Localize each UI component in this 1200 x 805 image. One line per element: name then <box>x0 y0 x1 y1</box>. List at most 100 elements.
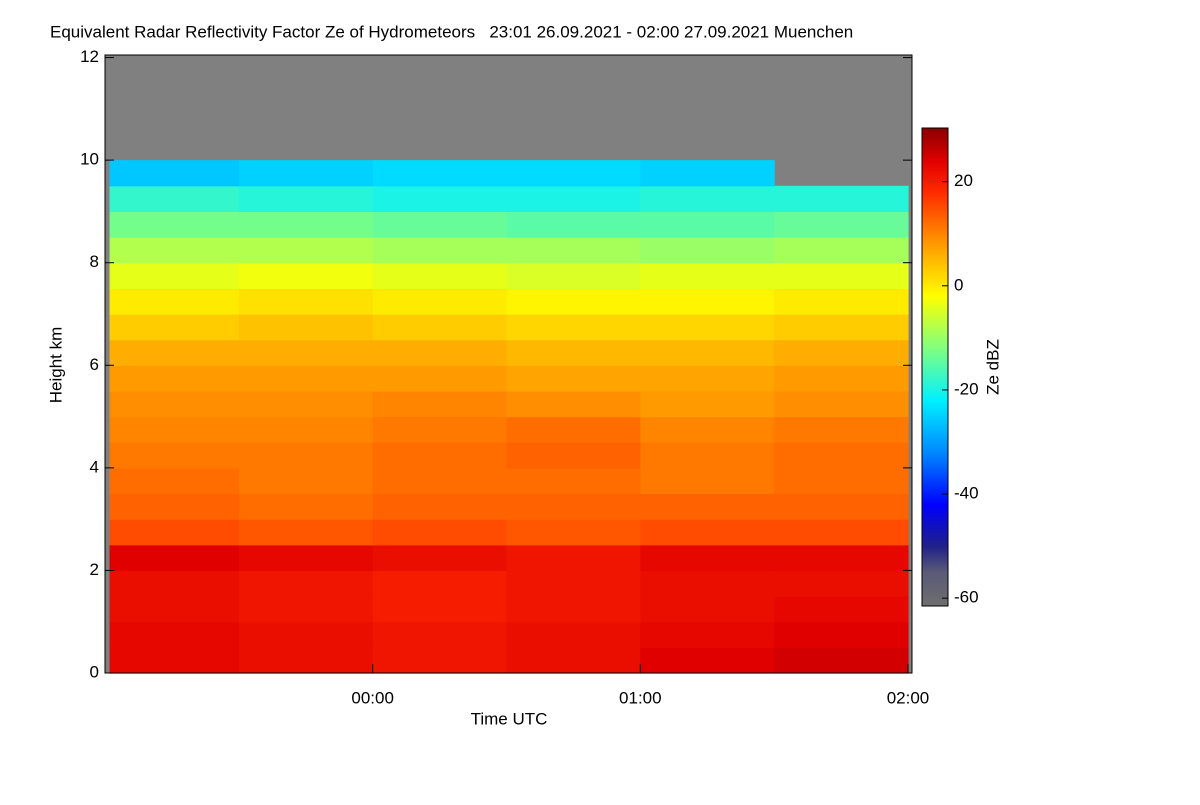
plot-frame <box>104 54 913 674</box>
heatmap-cell <box>640 621 775 648</box>
heatmap-cell <box>640 390 775 418</box>
heatmap-cell <box>506 185 641 213</box>
heatmap-cell <box>109 570 240 597</box>
chart-title: Equivalent Radar Reflectivity Factor Ze … <box>50 22 853 41</box>
heatmap-cell <box>238 390 374 418</box>
heatmap-cell <box>238 313 374 341</box>
heatmap-cell <box>640 596 775 623</box>
heatmap-cell <box>238 621 374 648</box>
y-tick-label: 12 <box>80 47 99 66</box>
heatmap-cell <box>640 365 775 392</box>
heatmap-cell <box>238 493 374 520</box>
heatmap-cell <box>506 570 641 597</box>
heatmap-cell <box>774 416 909 443</box>
heatmap-cell <box>109 519 240 546</box>
y-tick-label: 10 <box>80 150 99 169</box>
heatmap-cell <box>238 416 374 443</box>
y-tick-label: 4 <box>90 457 99 476</box>
heatmap-cell <box>506 416 641 443</box>
heatmap-cell <box>238 185 374 213</box>
heatmap-cell <box>109 365 240 392</box>
heatmap-cell <box>506 519 641 546</box>
heatmap-cell <box>372 442 508 469</box>
heatmap-cell <box>109 237 240 264</box>
heatmap-cell <box>109 647 240 674</box>
heatmap-cell <box>640 313 775 341</box>
heatmap-cell <box>238 442 374 469</box>
heatmap-cell <box>774 237 909 264</box>
heatmap-cell <box>238 339 374 366</box>
heatmap-cell <box>506 596 641 623</box>
colorbar-label: Ze dBZ <box>983 339 1002 395</box>
colorbar-tick-label: -20 <box>954 379 979 398</box>
heatmap-cell <box>109 313 240 341</box>
heatmap-cell <box>774 467 909 495</box>
heatmap-cell <box>372 185 508 213</box>
heatmap-cell <box>109 596 240 623</box>
heatmap-cell <box>506 442 641 469</box>
heatmap-cell <box>372 416 508 443</box>
heatmap-cell <box>774 596 909 623</box>
heatmap-cell <box>238 237 374 264</box>
heatmap-cell <box>640 185 775 213</box>
heatmap-cell <box>506 262 641 289</box>
colorbar <box>921 127 949 607</box>
heatmap-cell <box>774 570 909 597</box>
heatmap-cell <box>372 339 508 366</box>
heatmap-cell <box>109 262 240 289</box>
heatmap-cell <box>774 339 909 366</box>
heatmap-cell <box>640 467 775 495</box>
heatmap-cell <box>774 519 909 546</box>
colorbar-tick-label: -40 <box>954 484 979 503</box>
heatmap-cell <box>238 519 374 546</box>
heatmap-cell <box>506 390 641 418</box>
heatmap-cell <box>238 262 374 289</box>
heatmap-cell <box>109 390 240 418</box>
heatmap-cell <box>640 493 775 520</box>
heatmap-cell <box>238 160 374 187</box>
heatmap-cell <box>640 288 775 315</box>
heatmap-cell <box>774 544 909 572</box>
y-axis-label: Height km <box>46 327 65 404</box>
heatmap-cell <box>109 493 240 520</box>
heatmap-cell <box>372 493 508 520</box>
heatmap-cell <box>640 570 775 597</box>
heatmap-cell <box>774 185 909 213</box>
heatmap-cell <box>506 339 641 366</box>
heatmap-cell <box>506 621 641 648</box>
heatmap-cell <box>506 544 641 572</box>
heatmap-cell <box>506 313 641 341</box>
heatmap-cell <box>640 211 775 238</box>
heatmap-cell <box>372 544 508 572</box>
heatmap-cell <box>774 365 909 392</box>
colorbar-tick-label: 20 <box>954 171 973 190</box>
heatmap-cell <box>109 621 240 648</box>
heatmap-cell <box>506 647 641 674</box>
heatmap-cell <box>109 185 240 213</box>
heatmap-cell <box>372 288 508 315</box>
heatmap-cell <box>109 416 240 443</box>
heatmap-cell <box>640 647 775 674</box>
heatmap-cell <box>238 647 374 674</box>
heatmap-cell <box>109 160 240 187</box>
heatmap-cell <box>506 467 641 495</box>
y-tick-label: 0 <box>90 662 99 681</box>
heatmap-cell <box>109 211 240 238</box>
heatmap-cell <box>506 365 641 392</box>
heatmap-cell <box>506 211 641 238</box>
x-axis-label: Time UTC <box>471 709 548 728</box>
colorbar-tick-label: -60 <box>954 588 979 607</box>
heatmap-cell <box>506 237 641 264</box>
heatmap-cell <box>372 313 508 341</box>
heatmap-cell <box>640 519 775 546</box>
heatmap-cell <box>238 288 374 315</box>
heatmap-cell <box>774 621 909 648</box>
heatmap-cell <box>372 365 508 392</box>
heatmap-cell <box>238 570 374 597</box>
heatmap-cell <box>774 262 909 289</box>
heatmap-cell <box>109 467 240 495</box>
heatmap-cell <box>372 237 508 264</box>
heatmap-cell <box>372 390 508 418</box>
heatmap-cell <box>774 647 909 674</box>
